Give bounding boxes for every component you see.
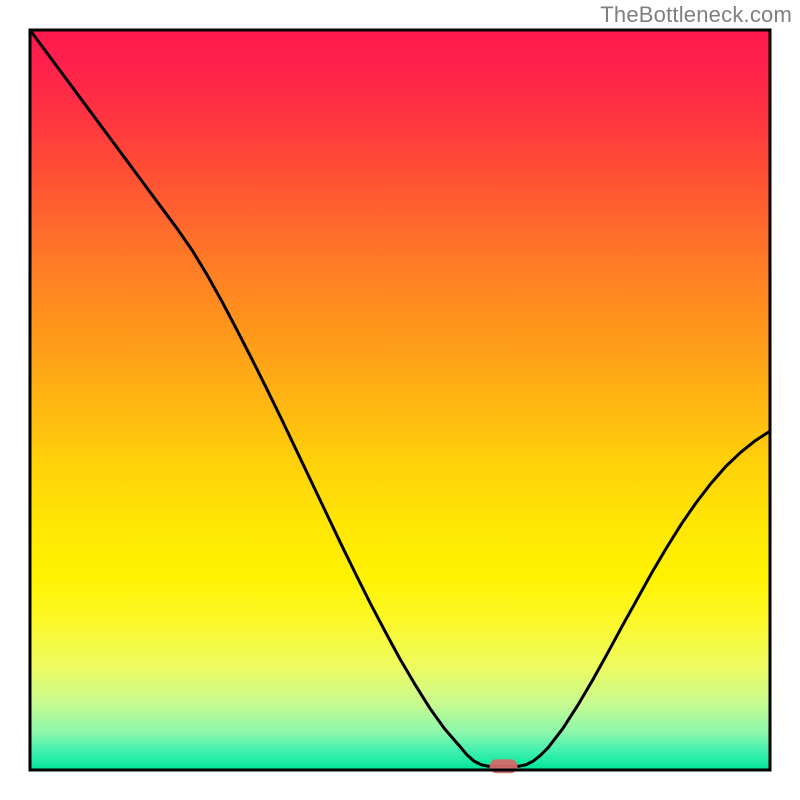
watermark-text: TheBottleneck.com (600, 2, 792, 28)
chart-stage: TheBottleneck.com (0, 0, 800, 800)
bottleneck-chart (0, 0, 800, 800)
